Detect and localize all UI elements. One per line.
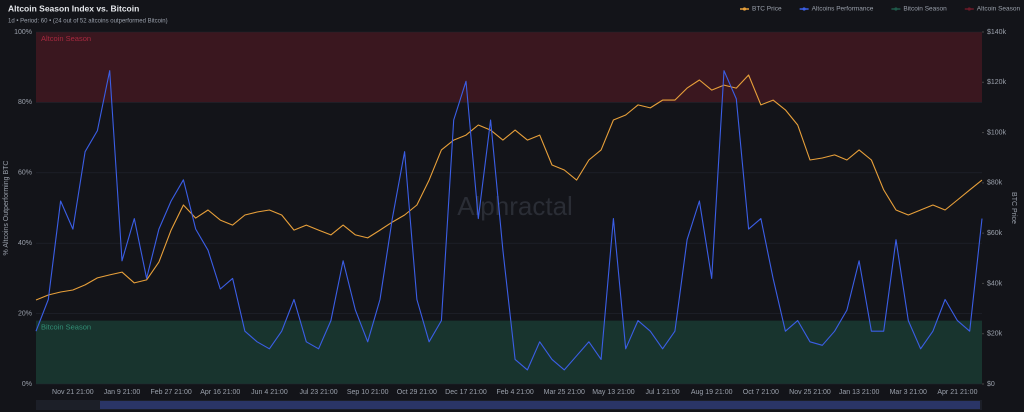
legend-label: Altcoin Season [977,6,1021,13]
subtitle: 1d • Period: 60 • (24 out of 52 altcoins… [8,19,168,25]
y2-tick-label: $140k [987,29,1007,36]
x-tick-label: Feb 27 21:00 [151,389,192,396]
x-tick-label: Apr 16 21:00 [200,389,240,396]
x-tick-label: Jul 1 21:00 [645,389,679,396]
x-tick-label: Jun 4 21:00 [251,389,288,396]
watermark: Alphractal [457,191,573,221]
legend-dot [742,7,747,11]
band-label: Bitcoin Season [41,323,91,332]
season-band [36,32,982,103]
y-axis-label: % Altcoins Outperforming BTC [3,161,10,256]
navigator-window[interactable] [100,401,980,409]
y-tick-label: 40% [18,240,32,247]
y2-axis-label: BTC Price [1010,192,1017,224]
x-tick-label: Dec 17 21:00 [445,389,487,396]
y2-tick-label: $80k [987,180,1003,187]
y-tick-label: 20% [18,310,32,317]
legend-label: Bitcoin Season [903,6,947,13]
y2-tick-label: $120k [987,79,1007,86]
y2-tick-label: $20k [987,331,1003,338]
x-tick-label: Apr 21 21:00 [937,389,977,396]
x-tick-label: Jan 13 21:00 [839,389,880,396]
x-tick-label: Nov 21 21:00 [52,389,94,396]
y-tick-label: 80% [18,99,32,106]
x-tick-label: Jul 23 21:00 [299,389,337,396]
y-tick-label: 0% [22,381,32,388]
x-tick-label: Mar 25 21:00 [544,389,585,396]
y-tick-label: 60% [18,170,32,177]
x-tick-label: Oct 7 21:00 [743,389,779,396]
legend-dot [967,7,971,11]
y2-tick-label: $40k [987,280,1003,287]
y2-tick-label: $60k [987,230,1003,237]
x-tick-label: Mar 3 21:00 [890,389,927,396]
series-line [35,74,983,301]
x-tick-label: Feb 4 21:00 [496,389,533,396]
x-tick-label: Sep 10 21:00 [347,389,389,396]
x-tick-label: Aug 19 21:00 [691,389,733,396]
series-line [35,70,983,371]
x-tick-label: May 13 21:00 [592,389,635,396]
x-tick-label: Nov 25 21:00 [789,389,831,396]
y2-tick-label: $100k [987,129,1007,136]
legend-label: BTC Price [752,6,782,13]
x-tick-label: Jan 9 21:00 [104,389,141,396]
legend-label: Altcoins Performance [812,6,874,13]
season-band [36,320,982,384]
legend-dot [802,7,806,11]
chart-title: Altcoin Season Index vs. Bitcoin [8,3,139,13]
x-tick-label: Oct 29 21:00 [397,389,437,396]
legend-dot [894,7,898,11]
y-tick-label: 100% [14,29,32,36]
y2-tick-label: $0 [987,381,995,388]
band-label: Altcoin Season [41,34,91,43]
